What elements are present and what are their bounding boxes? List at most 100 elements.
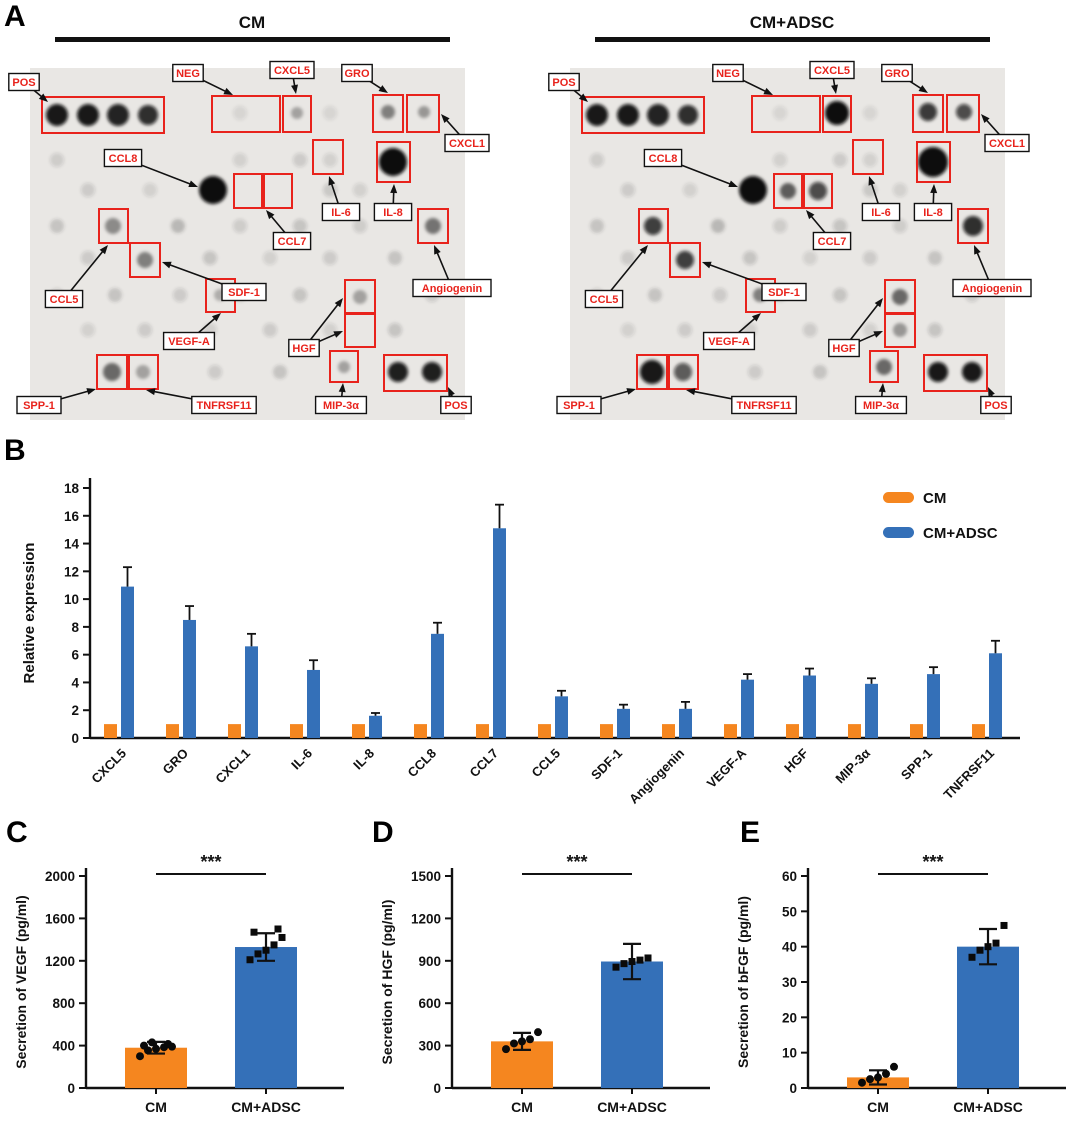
array-spot-faint	[143, 183, 157, 197]
bar-CM+ADSC	[601, 961, 663, 1088]
array-spot	[105, 218, 121, 234]
annotation-label-box	[584, 289, 624, 309]
y-tick-label: 10	[64, 592, 79, 607]
array-spot	[647, 104, 669, 126]
highlight-box	[884, 313, 916, 348]
data-point-square	[246, 956, 254, 964]
array-spot	[962, 362, 982, 382]
arrow-head	[763, 87, 773, 95]
array-spot	[422, 362, 442, 382]
x-category-label: CCL7	[467, 746, 502, 781]
data-point-square	[262, 946, 270, 954]
highlight-box	[329, 350, 359, 383]
legend-label: CM+ADSC	[923, 525, 998, 542]
bar-CM+ADSC	[369, 715, 382, 738]
bfgf-secretion-chart: 0 10 20 30 40 50 60 Secretion of bFGF (pg/ml) CM…	[735, 852, 1066, 1115]
annotation-label-box	[288, 338, 320, 358]
x-category-label: HGF	[781, 745, 811, 775]
significance-stars: ***	[922, 852, 943, 872]
array-spot-faint	[863, 106, 877, 120]
blot-title: CM	[239, 13, 265, 32]
highlight-box	[129, 242, 161, 278]
arrow-head	[334, 298, 343, 308]
array-spot-faint	[81, 251, 95, 265]
arrow-head	[918, 85, 928, 93]
panel-d-letter: D	[372, 816, 394, 849]
array-spot-faint	[678, 323, 692, 337]
array-spot-faint	[748, 365, 762, 379]
hgf-secretion-chart: 0 300 600 900 1200 1500 Secretion of HGF (pg/m…	[379, 852, 710, 1115]
array-spot-faint	[590, 153, 604, 167]
annotation-label-box	[440, 395, 472, 415]
bar-CM	[662, 724, 675, 738]
arrow-head	[328, 176, 336, 186]
bar-CM+ADSC	[121, 586, 134, 738]
arrow-head	[988, 387, 995, 397]
annotation-label-box	[221, 282, 267, 302]
array-spot	[388, 362, 408, 382]
array-spot	[676, 251, 694, 269]
highlight-box	[669, 242, 701, 278]
annotation-label: HGF	[832, 343, 856, 355]
x-category-label: MIP-3α	[832, 746, 873, 787]
annotation-label-box	[556, 395, 602, 415]
bar-CM	[228, 724, 241, 738]
bar-CM	[910, 724, 923, 738]
array-spot-faint	[863, 153, 877, 167]
array-spot	[46, 104, 68, 126]
annotation-label: IL-6	[871, 207, 891, 219]
array-spot-faint	[208, 365, 222, 379]
array-spot	[338, 361, 350, 373]
array-spot-faint	[50, 153, 64, 167]
array-spot-faint	[50, 219, 64, 233]
x-category-label: CXCL1	[212, 746, 253, 787]
annotation-label-box	[444, 133, 490, 153]
highlight-box	[638, 208, 669, 244]
x-category-label: CCL5	[529, 746, 564, 781]
x-tick-label: CM+ADSC	[953, 1099, 1023, 1115]
array-spot	[136, 365, 150, 379]
y-tick-label: 6	[71, 648, 79, 663]
bar-CM	[972, 724, 985, 738]
array-spot-faint	[173, 288, 187, 302]
bar-CM+ADSC	[679, 708, 692, 738]
highlight-box	[406, 94, 440, 133]
highlight-box	[344, 313, 376, 348]
highlight-box	[869, 350, 899, 383]
bar-CM+ADSC	[183, 619, 196, 738]
array-spot-faint	[293, 219, 307, 233]
bar-CM+ADSC	[555, 696, 568, 738]
array-spot	[381, 105, 395, 119]
array-spot	[919, 103, 937, 121]
data-point-circle	[140, 1041, 148, 1050]
array-spot-faint	[863, 251, 877, 265]
array-spot	[640, 360, 664, 384]
highlight-box	[128, 354, 159, 390]
highlight-box	[581, 96, 705, 134]
data-point-square	[1000, 921, 1008, 929]
x-category-label: SDF-1	[588, 746, 625, 783]
arrow-head	[162, 261, 172, 269]
bar-CM+ADSC	[803, 675, 816, 738]
y-tick-label: 12	[64, 564, 79, 579]
y-tick-label: 0	[71, 731, 79, 746]
highlight-box	[957, 208, 989, 244]
data-point-circle	[136, 1052, 144, 1061]
annotation-label: IL-8	[923, 207, 943, 219]
bar-CM	[166, 724, 179, 738]
panel-c-letter: C	[6, 816, 28, 849]
y-tick-label: 600	[418, 996, 441, 1011]
array-spot-faint	[323, 153, 337, 167]
cytokine-array-cm: CM POS NEG CXCL5 GRO CXCL1 CCL8 IL-6 IL-8 CCL7 Ang…	[8, 13, 492, 420]
highlight-box	[233, 173, 263, 209]
array-spot-faint	[171, 219, 185, 233]
data-point-circle	[866, 1075, 874, 1084]
x-category-label: IL-8	[350, 746, 377, 773]
highlight-box	[636, 354, 668, 390]
arrow-head	[873, 331, 883, 338]
annotation-label: CXCL1	[989, 138, 1025, 150]
cytokine-array-cm-adsc: CM+ADSC POS NEG CXCL5 GRO CXCL1 CCL8 IL-6 IL-8 CC…	[548, 13, 1032, 420]
significance-stars: ***	[566, 852, 587, 872]
arrow-head	[188, 180, 198, 188]
array-spot-faint	[138, 323, 152, 337]
